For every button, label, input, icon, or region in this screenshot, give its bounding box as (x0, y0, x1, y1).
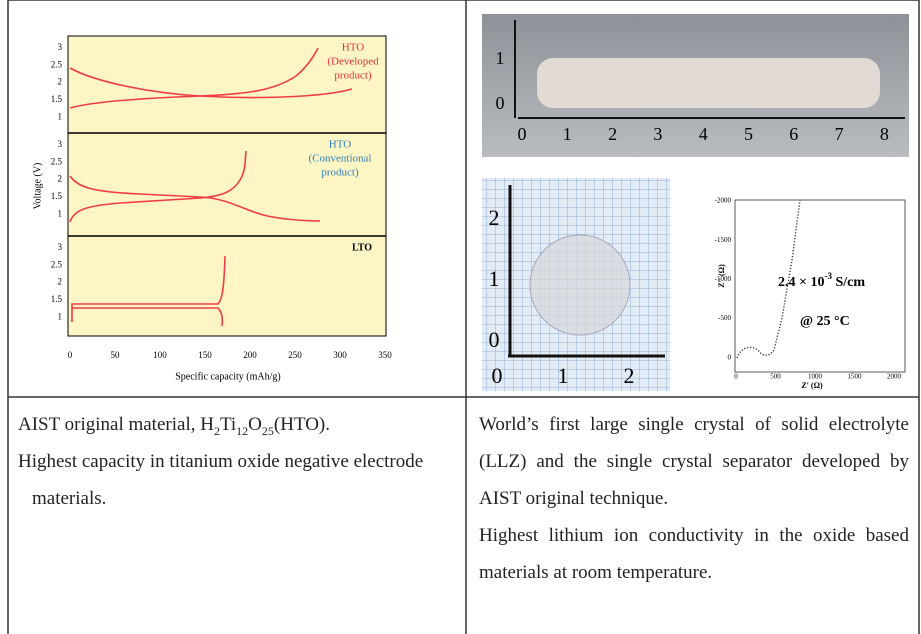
ruler-label: 0 (489, 327, 500, 352)
ruler-label: 2 (624, 363, 635, 388)
caption-text: Ti (220, 414, 236, 435)
ruler-label: 6 (789, 124, 798, 144)
x-tick-label: 0 (734, 373, 738, 381)
ruler-label: 2 (489, 205, 500, 230)
x-tick-label: 1000 (808, 373, 823, 381)
panel-label: (Conventional (309, 153, 372, 165)
caption-paragraph: World’s first large single crystal of so… (479, 406, 909, 517)
capacity-chart: Voltage (V) Specific capacity (mAh/g) (32, 36, 386, 382)
page: Voltage (V) Specific capacity (mAh/g) Z'… (0, 0, 921, 634)
left-caption: AIST original material, H2Ti12O25(HTO).H… (18, 406, 458, 517)
panel-label: product) (334, 70, 372, 82)
y-tick-label: 3 (58, 42, 63, 52)
ruler-label: 1 (563, 124, 572, 144)
y-tick-label: 0 (728, 353, 732, 361)
x-tick-label: 1500 (848, 373, 863, 381)
x-tick-label: 250 (288, 350, 302, 360)
ruler-label: 1 (489, 266, 500, 291)
x-tick-label: 500 (770, 373, 781, 381)
ruler-label: 1 (496, 48, 505, 68)
y-axis-label: Voltage (V) (32, 163, 43, 210)
y-tick-label: 1 (58, 208, 63, 218)
caption-text: AIST original material, H (18, 414, 214, 435)
x-tick-label: 100 (153, 350, 167, 360)
y-tick-label: -500 (718, 314, 731, 322)
x-tick-label: 50 (111, 350, 121, 360)
caption-line: Highest capacity in titanium oxide negat… (18, 443, 458, 517)
y-tick-label: 1.5 (51, 94, 63, 104)
y-tick-label: 2.5 (51, 59, 63, 69)
ruler-label: 1 (558, 363, 569, 388)
ruler-label: 0 (518, 124, 527, 144)
x-tick-label: 2000 (887, 373, 902, 381)
ruler-label: 0 (492, 363, 503, 388)
x-axis-label: Specific capacity (mAh/g) (175, 371, 281, 382)
panel-label: (Developed (327, 56, 379, 68)
caption-paragraph: Highest lithium ion conductivity in the … (479, 517, 909, 591)
caption-text: 25 (262, 424, 274, 438)
y-tick-label: -1500 (715, 236, 732, 244)
y-tick-label: 1 (58, 111, 63, 121)
x-tick-label: 200 (243, 350, 257, 360)
cylinder (537, 58, 880, 108)
ruler-label: 0 (496, 93, 505, 113)
disk (530, 235, 630, 335)
y-tick-label: 2 (58, 174, 63, 184)
right-caption: World’s first large single crystal of so… (479, 406, 909, 591)
y-tick-label: 2.5 (51, 156, 63, 166)
x-tick-label: 350 (378, 350, 392, 360)
y-tick-label: 2 (58, 277, 63, 287)
conductivity: 2.4 × 10-3 S/cm (778, 271, 865, 290)
panel-label: product) (321, 167, 359, 179)
y-tick-label: 3 (58, 139, 63, 149)
caption-text: (HTO). (274, 414, 330, 435)
y-tick-label: 3 (58, 242, 63, 252)
y-tick-label: 1.5 (51, 294, 63, 304)
y-tick-label: 2 (58, 77, 63, 87)
caption-text: O (248, 414, 262, 435)
panel-label: HTO (329, 139, 351, 151)
ruler-label: 7 (835, 124, 844, 144)
x-tick-label: 0 (68, 350, 73, 360)
x-axis-label: Z' (Ω) (801, 381, 823, 390)
cylinder-photo (482, 14, 909, 157)
ruler-label: 3 (653, 124, 662, 144)
x-tick-label: 300 (333, 350, 347, 360)
ruler-label: 5 (744, 124, 753, 144)
y-tick-label: 1.5 (51, 191, 63, 201)
impedance-plot: Z'' (Ω) Z' (Ω) 2.4 × 10-3 S/cm @ 25 °C (717, 200, 905, 390)
ruler-label: 2 (608, 124, 617, 144)
caption-text: 12 (236, 424, 248, 438)
y-tick-label: 2.5 (51, 259, 63, 269)
panel-label: LTO (352, 242, 372, 253)
y-tick-label: 1 (58, 311, 63, 321)
temperature: @ 25 °C (800, 314, 850, 329)
panel-label: HTO (342, 42, 364, 54)
x-tick-label: 150 (198, 350, 212, 360)
disk-photo (482, 178, 670, 391)
ruler-label: 4 (699, 124, 708, 144)
ruler-label: 8 (880, 124, 889, 144)
caption-line: AIST original material, H2Ti12O25(HTO). (18, 406, 458, 443)
y-tick-label: -2000 (715, 197, 732, 205)
y-tick-label: -1000 (715, 275, 732, 283)
